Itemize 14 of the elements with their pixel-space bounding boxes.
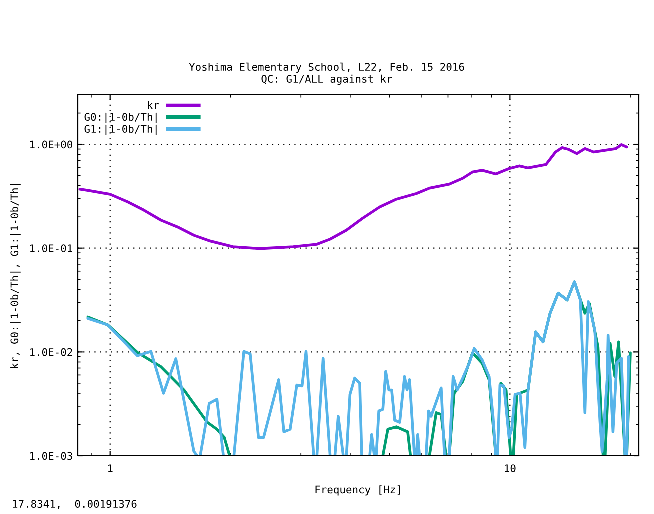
legend-label: G0:|1-0b/Th| — [84, 112, 157, 124]
text: 17.8341, 0.00191376 — [13, 500, 137, 510]
chart-title: Yoshima Elementary School, L22, Feb. 15 2016 — [189, 62, 464, 74]
y-tick-label: 1.0E-01 — [30, 244, 72, 252]
x-axis-title: Frequency [Hz] — [316, 486, 400, 496]
legend-label: G1:|1-0b/Th| — [84, 124, 157, 136]
y-tick-label: 1.0E+00 — [30, 140, 72, 149]
y-axis-title: kr, G0:|1-0b/Th|, G1:|1-0b/Th| — [10, 184, 21, 368]
legend-label: kr — [148, 101, 160, 110]
x-tick-label: 1 — [108, 464, 113, 472]
y-tick-label: 1.0E-02 — [30, 348, 72, 356]
y-tick-label: 1.0E-03 — [30, 452, 72, 460]
chart-subtitle: QC: G1/ALL against kr — [262, 74, 392, 86]
x-tick-label: 10 — [505, 464, 516, 472]
